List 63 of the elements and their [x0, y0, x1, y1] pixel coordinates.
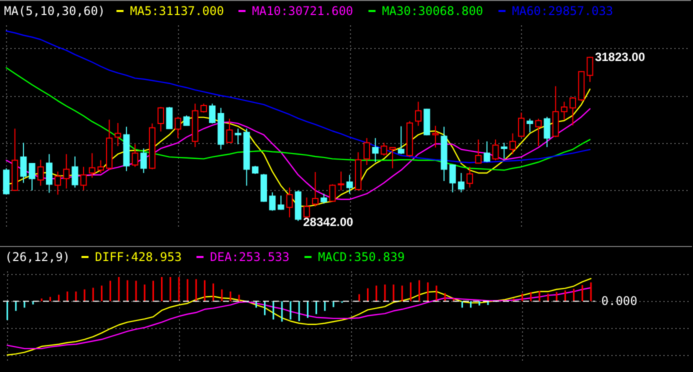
candlestick: [449, 164, 456, 193]
candlestick: [570, 96, 576, 126]
candlestick: [80, 166, 87, 191]
legend-label: MA10:30721.600: [252, 4, 354, 18]
candlestick: [586, 56, 594, 82]
candlestick: [492, 138, 499, 161]
candlestick: [3, 168, 10, 196]
candlestick: [158, 106, 164, 132]
candlestick: [544, 116, 550, 148]
candlestick: [518, 112, 525, 138]
text: 31823.00: [594, 50, 646, 64]
candlestick: [278, 195, 284, 210]
candlestick: [54, 171, 62, 196]
candlestick: [37, 159, 44, 186]
candlestick: [509, 132, 516, 155]
candlestick: [28, 162, 36, 191]
candlestick: [63, 154, 70, 190]
candlestick: [88, 152, 96, 178]
candlestick: [174, 116, 182, 139]
candlestick: [166, 106, 173, 130]
candlestick: [372, 138, 379, 163]
legend-title: MA(5,10,30,60): [4, 4, 106, 18]
candlestick: [475, 138, 482, 164]
candlestick: [226, 118, 233, 144]
candlestick: [183, 114, 190, 126]
candlestick: [526, 118, 534, 133]
candlestick: [312, 172, 319, 207]
candlestick: [234, 128, 242, 145]
candlestick: [560, 101, 568, 120]
candlestick: [432, 125, 439, 148]
candlestick: [209, 103, 216, 124]
candlestick: [329, 184, 336, 202]
candlestick: [20, 142, 27, 184]
legend-label: DEA:253.533: [210, 250, 290, 264]
candlestick: [286, 187, 293, 218]
candlestick: [114, 122, 122, 147]
legend-label: MA5:31137.000: [130, 4, 224, 18]
ref-line-label: 0.000: [601, 294, 638, 308]
candlestick: [380, 142, 388, 156]
candlestick: [46, 154, 52, 194]
annotation: 28342.00: [303, 215, 354, 229]
candlestick: [72, 156, 78, 188]
candlestick: [398, 126, 404, 155]
candlestick: [535, 118, 542, 147]
candlestick: [338, 171, 344, 191]
candlestick: [320, 193, 328, 204]
candlestick: [269, 192, 276, 212]
candlestick: [466, 166, 474, 188]
legend-label: MA30:30068.800: [382, 4, 484, 18]
candlestick: [97, 160, 104, 174]
legend-label: MA60:29857.033: [512, 4, 614, 18]
legend-label: DIFF:428.953: [95, 250, 182, 264]
candlestick: [132, 144, 138, 168]
candlestick: [458, 172, 464, 193]
candlestick: [346, 174, 353, 194]
candlestick: [415, 101, 422, 126]
candlestick: [364, 138, 370, 166]
candlestick: [140, 148, 147, 174]
series-label: MACD:350.839: [318, 250, 405, 264]
candlestick: [389, 146, 396, 169]
candlestick: [484, 140, 490, 163]
candlestick: [500, 142, 508, 160]
legend-title: (26,12,9): [5, 250, 70, 264]
